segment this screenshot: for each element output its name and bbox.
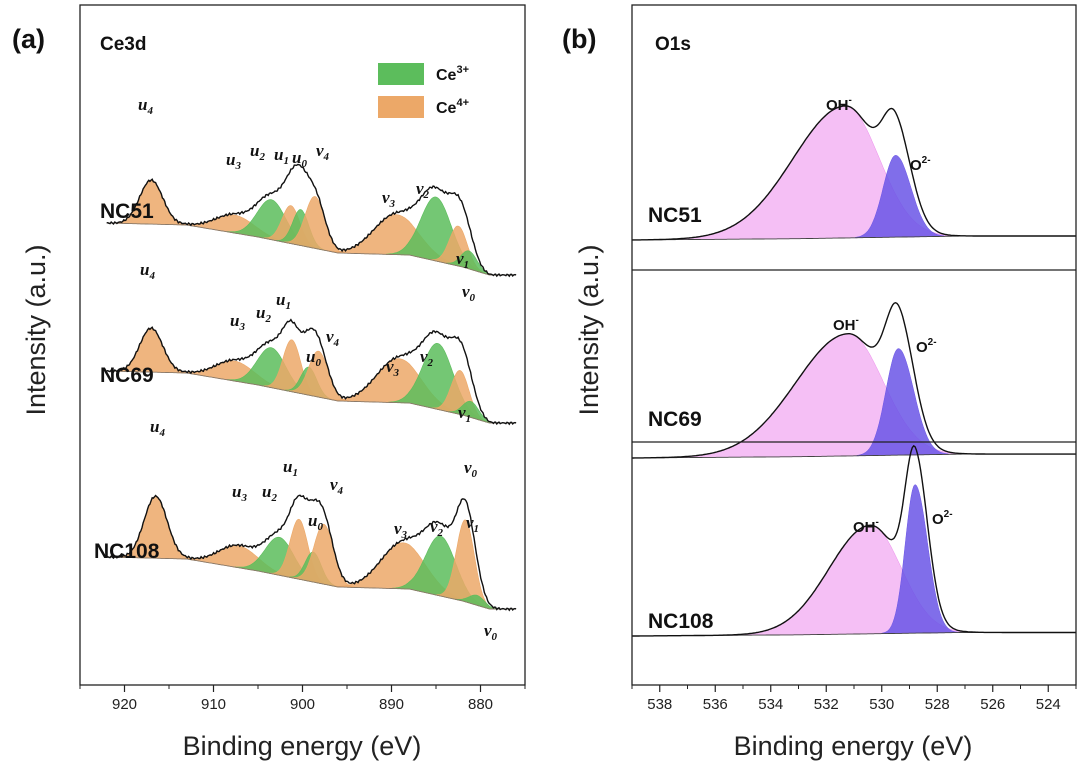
xtick-label-b-524: 524 (1036, 696, 1061, 713)
panel-a-ce3d: (a) Intensity (a.u.) Binding energy (eV)… (12, 4, 526, 761)
legend: Ce3+ Ce4+ (378, 63, 469, 118)
spectrum-nc69 (106, 318, 517, 426)
peak-label-nc51-u1: u1 (274, 145, 289, 167)
peak-label-nc51-v0: v0 (462, 282, 476, 304)
panel-b-o1s: (b) Intensity (a.u.) Binding energy (eV)… (562, 4, 1077, 761)
peak-label-nc108-v3: v3 (394, 519, 408, 541)
panel-a-plot-area (106, 163, 517, 612)
peak-label-nc51-v2: v2 (416, 179, 430, 201)
panel-a-title: Ce3d (100, 34, 146, 55)
xtick-label-b-530: 530 (869, 696, 894, 713)
peak-label-nc108-v1: v1 (466, 513, 479, 535)
panel-b-letter: (b) (562, 24, 596, 54)
envelope-nc51 (106, 163, 517, 278)
o1s-envelope-nc51 (631, 105, 1076, 241)
peak-label-nc69-o2: O2- (916, 337, 937, 356)
peak-label-nc51-v3: v3 (382, 188, 396, 210)
peak-label-nc108-u1: u1 (283, 457, 298, 479)
peak-label-nc108-v4: v4 (330, 475, 344, 497)
panel-b-sample-nc51: NC51 (648, 204, 702, 227)
background-nc69 (106, 370, 517, 424)
panel-b-plot-area (631, 105, 1076, 637)
panel-b-x-ticks: 538 536 534 532 530 528 526 524 (631, 685, 1077, 713)
xtick-label-a-910: 910 (201, 696, 226, 713)
xtick-label-b-526: 526 (980, 696, 1005, 713)
legend-swatch-ce3 (378, 63, 424, 85)
peak-label-nc51-v4: v4 (316, 141, 330, 163)
peak-label-nc51-o2: O2- (910, 155, 931, 174)
panel-a-letter: (a) (12, 24, 45, 54)
o1s-spectrum-nc69 (632, 301, 1076, 459)
background-nc51 (106, 222, 517, 276)
background-nc108 (106, 556, 517, 610)
legend-label-ce4: Ce4+ (436, 97, 469, 117)
peak-label-nc108-u3: u3 (232, 482, 247, 504)
peak-label-nc51-oh: OH- (826, 95, 852, 114)
peak-label-nc51-u4: u4 (138, 95, 153, 117)
peak-label-nc51-u2: u2 (250, 141, 265, 163)
panel-b-title: O1s (655, 34, 691, 55)
o1s-envelope-nc108 (632, 444, 1076, 637)
panel-a-x-ticks: 920 910 900 890 880 (79, 685, 526, 713)
spectrum-nc51 (106, 163, 517, 278)
xtick-label-a-880: 880 (468, 696, 493, 713)
panel-b-sample-nc108: NC108 (648, 610, 714, 633)
peak-label-nc108-o2: O2- (932, 509, 953, 528)
peak-label-nc69-v0: v0 (464, 458, 478, 480)
panel-a-sample-nc108: NC108 (94, 540, 160, 563)
panel-a-sample-nc69: NC69 (100, 364, 154, 387)
o1s-spectrum-nc108 (632, 444, 1076, 637)
panel-a-sample-nc51: NC51 (100, 200, 154, 223)
xtick-label-b-536: 536 (703, 696, 728, 713)
panel-b-sample-nc69: NC69 (648, 408, 702, 431)
peak-label-nc51-u3: u3 (226, 150, 241, 172)
peak-label-nc69-v3: v3 (386, 357, 400, 379)
legend-label-ce3: Ce3+ (436, 64, 469, 84)
peak-label-nc108-v2: v2 (430, 517, 444, 539)
xtick-label-a-900: 900 (290, 696, 315, 713)
peak-label-nc69-u4: u4 (140, 260, 155, 282)
panel-b-xlabel: Binding energy (eV) (734, 731, 973, 761)
o1s-envelope-nc69 (632, 301, 1076, 459)
peak-label-nc69-v1: v1 (458, 403, 471, 425)
xtick-label-a-920: 920 (112, 696, 137, 713)
peak-label-nc51-v1: v1 (456, 249, 469, 271)
panel-a-peak-labels: u4 u3 u2 u1 u0 v4 v3 v2 v1 v0 u4 u3 u2 u… (138, 95, 498, 643)
peak-label-nc51-u0: u0 (292, 148, 307, 170)
panel-a-xlabel: Binding energy (eV) (183, 731, 422, 761)
legend-swatch-ce4 (378, 96, 424, 118)
envelope-nc108 (106, 494, 517, 612)
xtick-label-b-538: 538 (647, 696, 672, 713)
peak-label-nc69-u3: u3 (230, 311, 245, 333)
peak-label-nc69-v2: v2 (420, 347, 434, 369)
peak-label-nc69-u1: u1 (276, 290, 291, 312)
peak-label-nc69-u2: u2 (256, 303, 271, 325)
xtick-label-b-534: 534 (758, 696, 783, 713)
xtick-label-b-528: 528 (925, 696, 950, 713)
panel-b-ylabel: Intensity (a.u.) (574, 244, 604, 415)
envelope-nc69 (106, 318, 517, 426)
peak-label-nc108-u0: u0 (308, 511, 323, 533)
xtick-label-b-532: 532 (814, 696, 839, 713)
o1s-spectrum-nc51 (631, 105, 1076, 241)
peak-label-nc108-u4: u4 (150, 417, 165, 439)
peak-label-nc69-oh: OH- (833, 315, 859, 334)
spectrum-nc108 (106, 494, 517, 612)
peak-label-nc69-v4: v4 (326, 327, 340, 349)
peak-label-nc108-u2: u2 (262, 482, 277, 504)
panel-a-ylabel: Intensity (a.u.) (21, 244, 51, 415)
peak-label-nc69-u0: u0 (306, 347, 321, 369)
peak-label-nc108-v0: v0 (484, 621, 498, 643)
peak-label-nc108-oh: OH- (853, 517, 879, 536)
xtick-label-a-890: 890 (379, 696, 404, 713)
